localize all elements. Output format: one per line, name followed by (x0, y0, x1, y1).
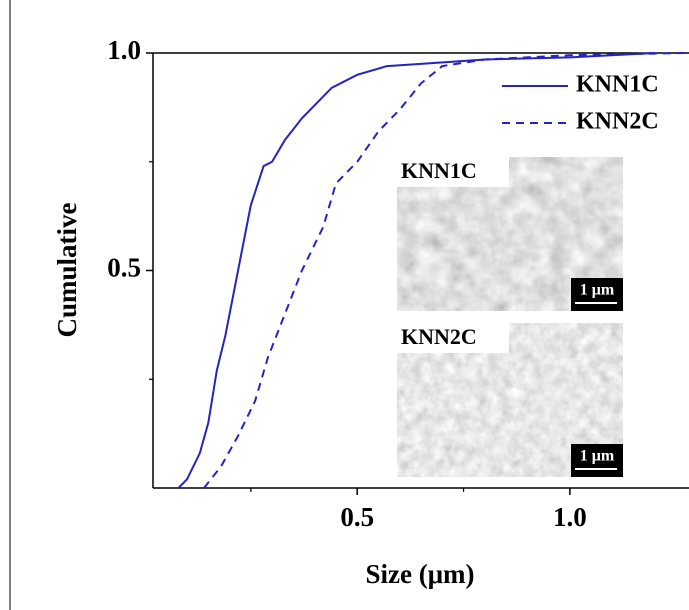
scale-bar-label: 1 μm (580, 282, 615, 299)
series-line (177, 52, 656, 489)
inset-label-bg (397, 157, 509, 187)
y-axis-label: Cumulative (52, 202, 82, 337)
series-line (203, 52, 685, 489)
y-tick-label: 0.5 (107, 253, 141, 283)
scale-bar-bg (571, 278, 623, 311)
x-tick-label: 1.0 (553, 502, 587, 532)
scale-bar-bg (571, 444, 623, 477)
x-axis-label: Size (μm) (365, 559, 474, 589)
inset-label-bg (397, 323, 509, 353)
legend-label: KNN1C (576, 72, 659, 98)
scale-bar-label: 1 μm (580, 448, 615, 465)
legend-label: KNN2C (576, 109, 659, 135)
y-tick-label: 1.0 (107, 35, 141, 65)
inset-label: KNN1C (401, 158, 477, 183)
inset-label: KNN2C (401, 324, 477, 349)
x-tick-label: 0.5 (340, 502, 374, 532)
